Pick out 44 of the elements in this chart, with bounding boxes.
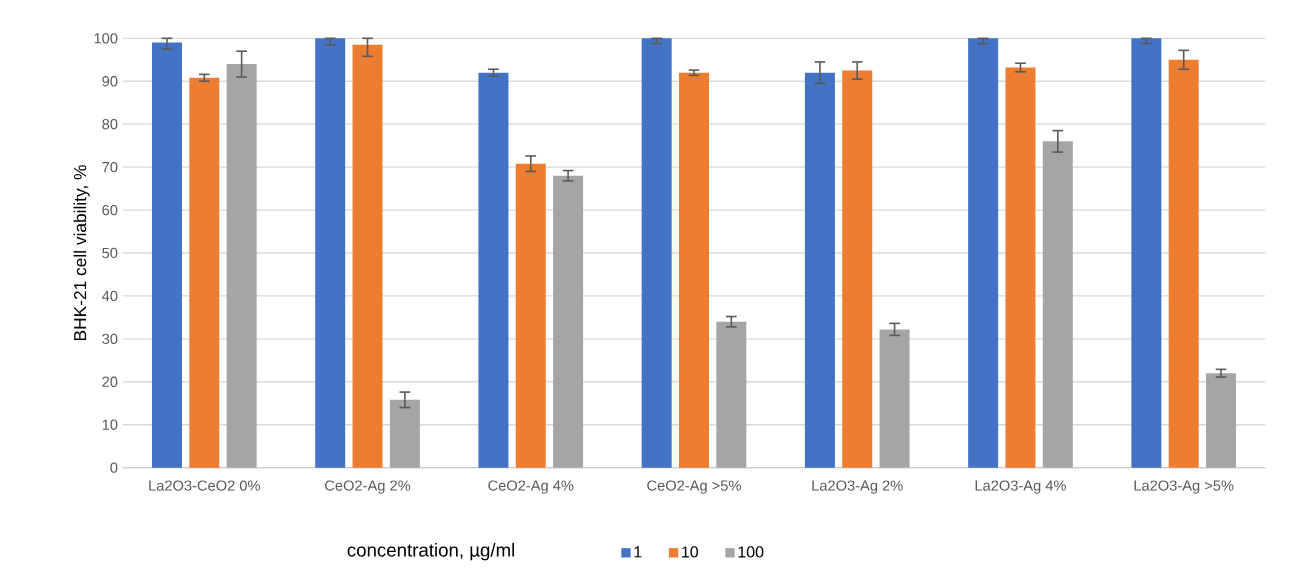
x-tick-label: La2O3-Ag 2% xyxy=(812,480,903,494)
y-tick-label: 100 xyxy=(94,33,118,44)
bar xyxy=(515,163,546,468)
x-tick-label: CeO2-Ag >5% xyxy=(647,480,741,494)
legend-label: 100 xyxy=(738,546,764,558)
x-tick-label: La2O3-CeO2 0% xyxy=(149,480,260,491)
x-tick-label: CeO2-Ag 2% xyxy=(325,480,411,494)
bar xyxy=(804,72,835,468)
bar xyxy=(842,70,873,468)
legend-title: concentration, µg/ml xyxy=(347,542,515,561)
bar xyxy=(553,175,584,468)
y-tick-label: 40 xyxy=(101,290,118,302)
bar xyxy=(315,38,346,468)
bar xyxy=(1005,67,1036,468)
y-axis-title: BHK-21 cell viability, % xyxy=(73,165,90,341)
y-tick-label: 70 xyxy=(102,161,118,173)
y-tick-label: 10 xyxy=(102,419,118,430)
bar xyxy=(151,42,182,468)
bar xyxy=(478,72,509,468)
bar xyxy=(352,44,383,468)
x-tick-label: La2O3-Ag >5% xyxy=(1134,480,1234,494)
bar xyxy=(679,72,709,468)
y-tick-label: 0 xyxy=(110,462,118,473)
y-tick-label: 80 xyxy=(102,119,118,130)
legend-label: 10 xyxy=(682,546,699,558)
y-tick-label: 30 xyxy=(102,333,118,345)
y-tick-label: 20 xyxy=(102,376,118,387)
bar xyxy=(1168,59,1199,468)
bar xyxy=(189,77,220,468)
y-tick-label: 60 xyxy=(102,204,118,216)
bar xyxy=(879,329,910,468)
y-tick-label: 50 xyxy=(102,247,118,259)
bar xyxy=(1131,38,1162,468)
x-tick-label: La2O3-Ag 4% xyxy=(975,480,1066,494)
bar xyxy=(716,321,747,468)
bar xyxy=(226,64,257,468)
bar xyxy=(968,38,999,468)
bar xyxy=(1042,141,1073,468)
legend-label: 1 xyxy=(634,546,642,558)
bar xyxy=(641,38,672,468)
bar xyxy=(389,399,420,468)
x-tick-label: CeO2-Ag 4% xyxy=(488,480,574,494)
y-tick-label: 90 xyxy=(102,76,118,87)
bar xyxy=(1206,373,1237,468)
